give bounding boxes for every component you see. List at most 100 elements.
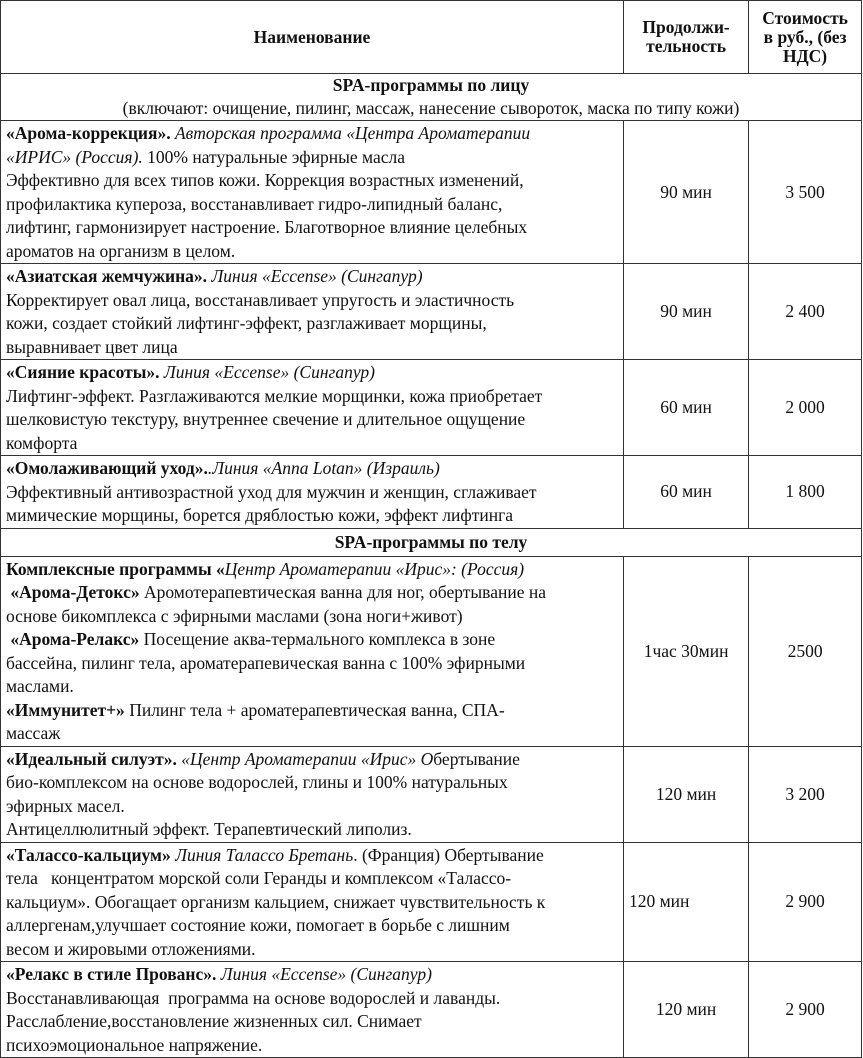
description-line: основе бикомплекса с эфирными маслами (з… <box>6 605 618 629</box>
service-text: основе бикомплекса с эфирными маслами (з… <box>6 605 463 626</box>
description-line: психоэмоциональное напряжение. <box>6 1034 618 1058</box>
table-row: «Омолаживающий уход»..Линия «Anna Lotan»… <box>0 455 862 529</box>
service-text: . (Франция) Обертывание <box>353 844 544 865</box>
service-text: маслами. <box>6 676 74 696</box>
service-text: Пилинг тела + ароматерапевтическая ванна… <box>124 699 505 720</box>
service-text: массаж <box>6 723 61 743</box>
description-line: Антицеллюлитный эффект. Терапевтический … <box>6 818 618 842</box>
service-name: «Талассо-кальциум» <box>6 844 171 865</box>
service-text: кожи, создает стойкий лифтинг-эффект, ра… <box>6 313 487 333</box>
section-header-row: SPA-программы по лицу (включают: очищение… <box>0 73 862 121</box>
service-duration: 90 мин <box>622 263 750 360</box>
header-name: Наименование <box>0 0 624 74</box>
service-price: 3 200 <box>748 745 862 843</box>
description-line: выравнивает цвет лица <box>6 336 618 360</box>
table-row: Комплексные программы «Центр Ароматерапи… <box>0 555 862 747</box>
service-brand: Авторская программа «Центра Ароматерапии <box>170 123 531 143</box>
description-line: комфорта <box>6 432 618 456</box>
description-line: Эффективно для всех типов кожи. Коррекци… <box>6 169 618 193</box>
service-description: «Релакс в стиле Прованс». Линия «Eccense… <box>0 961 624 1058</box>
service-duration: 60 мин <box>622 359 750 456</box>
description-line: «Иммунитет+» Пилинг тела + ароматерапевт… <box>6 699 618 723</box>
table-row: «Талассо-кальциум» Линия Талассо Бретань… <box>0 841 862 962</box>
service-text: эфирных масел. <box>6 795 125 816</box>
header-duration: Продолжи- тельность <box>622 0 750 74</box>
service-text: 100% натуральные эфирные масла <box>142 146 405 167</box>
service-text: весом и жировыми отложениями. <box>6 938 256 959</box>
service-description: «Омолаживающий уход»..Линия «Anna Lotan»… <box>0 455 624 529</box>
service-text: Аромотерапевтическая ванна для ног, обер… <box>139 582 546 602</box>
service-text: Посещение аква-термального комплекса в з… <box>139 629 496 649</box>
description-line: Эффективный антивозрастной уход для мужч… <box>6 481 618 505</box>
service-description: «Талассо-кальциум» Линия Талассо Бретань… <box>0 841 624 962</box>
service-name: «Азиатская жемчужина». <box>6 266 208 286</box>
section-header: SPA-программы по телу <box>0 527 862 557</box>
service-text: Эффективно для всех типов кожи. Коррекци… <box>6 170 524 190</box>
section-subtitle: (включают: очищение, пилинг, массаж, нан… <box>122 98 740 118</box>
description-line: маслами. <box>6 675 618 699</box>
description-line: аллергенам,улучшает состояние кожи, помо… <box>6 914 618 938</box>
table-row: «Сияние красоты». Линия «Eccense» (Синга… <box>0 359 862 456</box>
service-price: 2 000 <box>748 359 862 456</box>
service-brand: Линия «Eccense» (Сингапур) <box>216 964 432 984</box>
description-line: «Арома-Детокс» Аромотерапевтическая ванн… <box>6 581 618 605</box>
description-line: эфирных масел. <box>6 795 618 819</box>
table-row: «Идеальный силуэт». «Центр Ароматерапии … <box>0 745 862 843</box>
description-line: лифтинг, гармонизирует настроение. Благо… <box>6 216 618 240</box>
table-row: «Релакс в стиле Прованс». Линия «Eccense… <box>0 961 862 1058</box>
description-line: мимические морщины, борется дряблостью к… <box>6 504 618 528</box>
service-name: «Арома-коррекция». <box>6 123 171 143</box>
service-text: мимические морщины, борется дряблостью к… <box>6 505 514 525</box>
service-text: аллергенам,улучшает состояние кожи, помо… <box>6 915 510 935</box>
description-line: кожи, создает стойкий лифтинг-эффект, ра… <box>6 312 618 336</box>
service-text: Эффективный антивозрастной уход для мужч… <box>6 481 537 502</box>
description-line: весом и жировыми отложениями. <box>6 938 618 962</box>
service-text: профилактика купероза, восстанавливает г… <box>6 193 503 214</box>
service-text: био-комплексом на основе водорослей, гли… <box>6 772 508 792</box>
service-description: «Азиатская жемчужина». Линия «Eccense» (… <box>0 263 624 360</box>
service-brand: Линия «Eccense» (Сингапур) <box>207 266 423 286</box>
service-price: 2 900 <box>748 961 862 1058</box>
service-text: ароматов на организм в целом. <box>6 240 236 261</box>
service-brand: «Центр Ароматерапии «Ирис» О <box>176 748 434 769</box>
description-line: тела концентратом морской соли Геранды и… <box>6 867 618 891</box>
service-duration: 120 мин <box>622 745 750 843</box>
description-line: «Омолаживающий уход»..Линия «Anna Lotan»… <box>6 457 618 481</box>
service-brand: .Линия «Anna Lotan» (Израиль) <box>207 458 440 478</box>
service-description: «Арома-коррекция». Авторская программа «… <box>0 120 624 264</box>
service-description: Комплексные программы «Центр Ароматерапи… <box>0 555 624 747</box>
description-line: бассейна, пилинг тела, ароматерапевическ… <box>6 652 618 676</box>
description-line: «Релакс в стиле Прованс». Линия «Eccense… <box>6 963 618 987</box>
description-line: кальциум». Обогащает организм кальцием, … <box>6 891 618 915</box>
section-title: SPA-программы по лицу <box>332 75 530 95</box>
description-line: био-комплексом на основе водорослей, гли… <box>6 771 618 795</box>
section-header: SPA-программы по лицу (включают: очищение… <box>0 73 862 121</box>
description-line: шелковистую текстуру, внутреннее свечени… <box>6 408 618 432</box>
description-line: Расслабление,восстановление жизненных си… <box>6 1010 618 1034</box>
service-brand: «ИРИС» (Россия). <box>6 146 143 167</box>
service-description: «Идеальный силуэт». «Центр Ароматерапии … <box>0 745 624 843</box>
service-description: «Сияние красоты». Линия «Eccense» (Синга… <box>0 359 624 456</box>
service-text: бертывание <box>433 748 520 769</box>
section-header-row: SPA-программы по телу <box>0 527 862 557</box>
service-price: 3 500 <box>748 120 862 264</box>
service-text: комфорта <box>6 432 78 453</box>
service-name: Комплексные программы « <box>6 558 225 579</box>
description-line: «Талассо-кальциум» Линия Талассо Бретань… <box>6 844 618 868</box>
service-price: 1 800 <box>748 455 862 529</box>
table-row: «Азиатская жемчужина». Линия «Eccense» (… <box>0 263 862 360</box>
service-text: психоэмоциональное напряжение. <box>6 1034 263 1055</box>
header-price: Стоимость в руб., (без НДС) <box>748 0 862 74</box>
service-name: «Арома-Детокс» <box>6 582 140 602</box>
service-duration: 1час 30мин <box>622 555 750 747</box>
description-line: профилактика купероза, восстанавливает г… <box>6 193 618 217</box>
service-text: Лифтинг-эффект. Разглаживаются мелкие мо… <box>6 385 543 406</box>
description-line: Комплексные программы «Центр Ароматерапи… <box>6 558 618 582</box>
service-duration: 120 мин <box>622 841 750 962</box>
table-row: «Арома-коррекция». Авторская программа «… <box>0 120 862 264</box>
service-duration: 90 мин <box>622 120 750 264</box>
description-line: «Сияние красоты». Линия «Eccense» (Синга… <box>6 361 618 385</box>
service-brand: Линия «Eccense» (Сингапур) <box>159 362 375 382</box>
service-name: «Сияние красоты». <box>6 362 160 382</box>
service-text: бассейна, пилинг тела, ароматерапевическ… <box>6 652 526 673</box>
